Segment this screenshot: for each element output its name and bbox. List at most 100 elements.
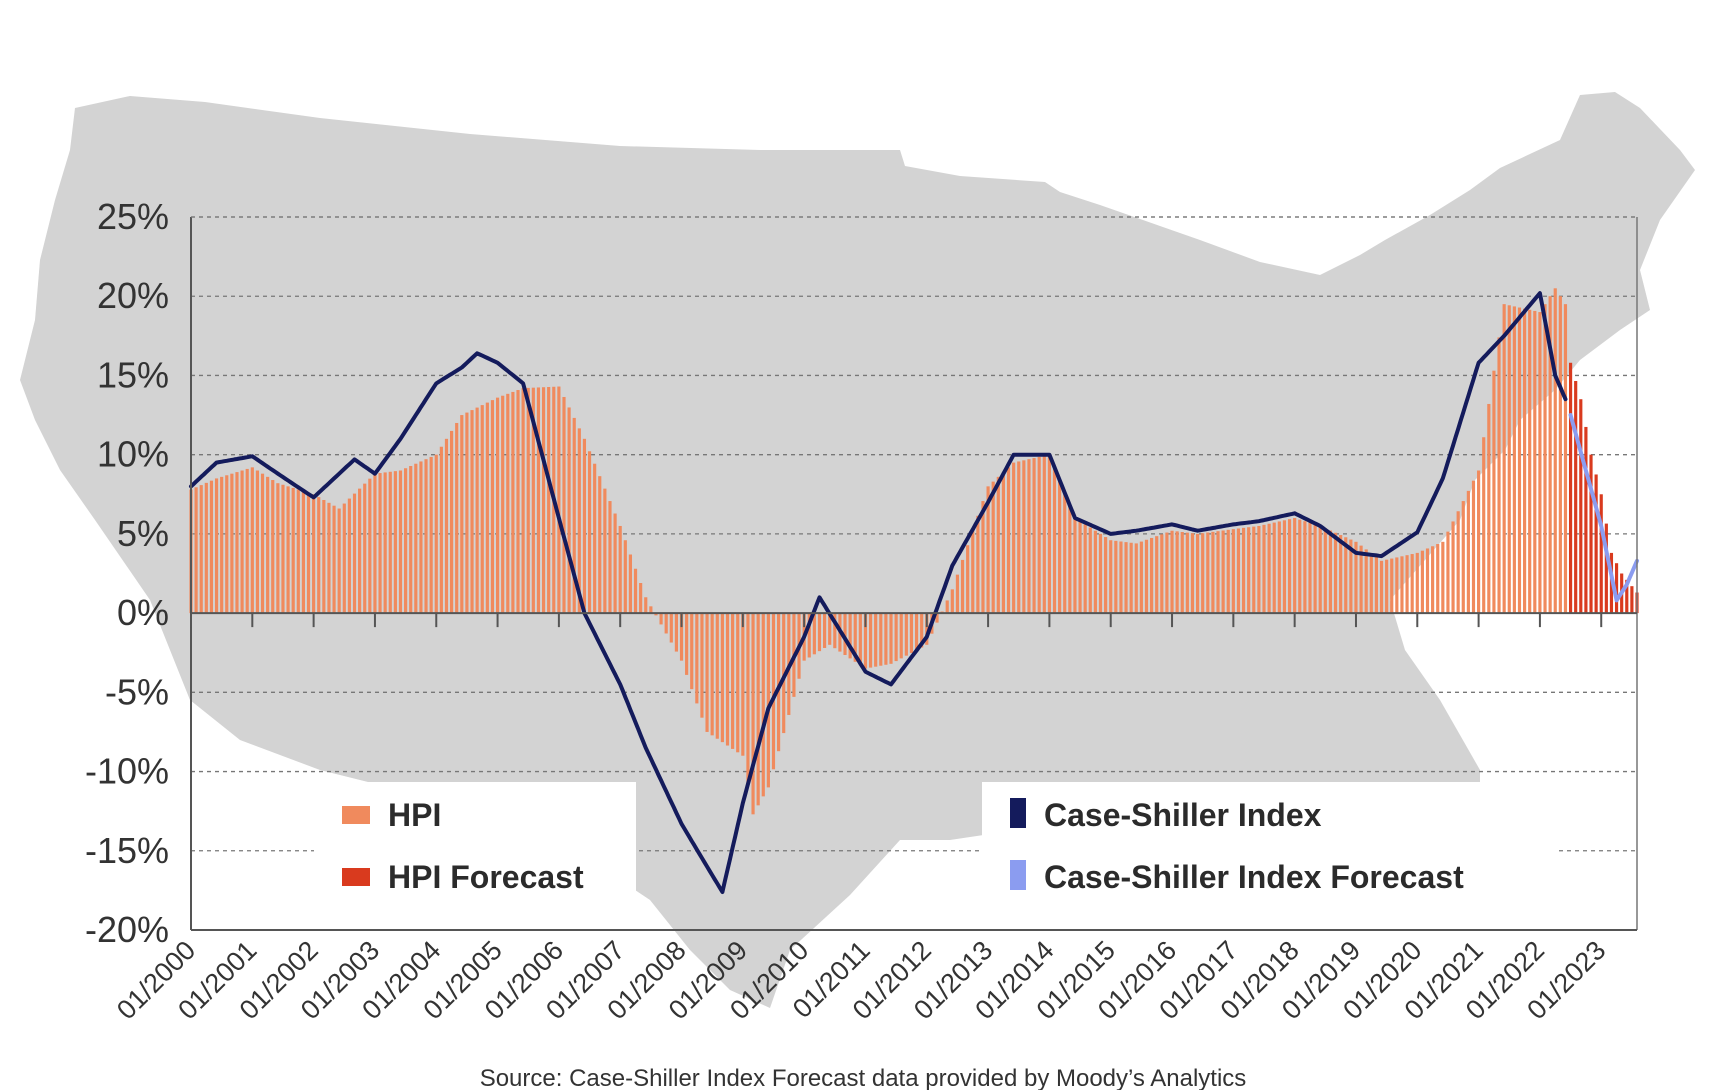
hpi-bar xyxy=(480,405,484,614)
hpi-forecast-bar xyxy=(1604,523,1608,614)
legend-swatch-hpi-forecast xyxy=(342,868,370,886)
hpi-bar xyxy=(1456,511,1460,614)
hpi-bar xyxy=(1119,541,1123,614)
hpi-bar xyxy=(1512,306,1516,614)
hpi-bar xyxy=(557,386,561,614)
hpi-bar xyxy=(1344,537,1348,614)
hpi-bar xyxy=(1446,531,1450,614)
hpi-bar xyxy=(1354,541,1358,614)
hpi-bar xyxy=(664,613,668,634)
hpi-bar xyxy=(1431,546,1435,614)
legend-label-hpi-forecast: HPI Forecast xyxy=(388,859,584,895)
legend-label-case-shiller-forecast: Case-Shiller Index Forecast xyxy=(1044,859,1464,895)
hpi-bar xyxy=(199,485,203,614)
hpi-bar xyxy=(1052,467,1057,614)
hpi-bar xyxy=(511,391,515,614)
hpi-bar xyxy=(1083,524,1087,614)
hpi-bar xyxy=(378,473,382,614)
hpi-bar xyxy=(1282,520,1287,614)
hpi-bar xyxy=(966,545,970,614)
hpi-bar xyxy=(593,463,597,614)
hpi-bar xyxy=(1195,533,1200,614)
hpi-bar xyxy=(884,613,888,665)
hpi-bar xyxy=(1308,522,1312,614)
hpi-bar xyxy=(1042,455,1046,614)
hpi-bar xyxy=(1262,524,1266,614)
hpi-bar xyxy=(536,387,541,614)
hpi-bar xyxy=(894,613,898,662)
hpi-bar xyxy=(1272,522,1276,614)
hpi-bar xyxy=(266,476,270,614)
hpi-bar xyxy=(756,613,760,806)
hpi-bar xyxy=(644,597,648,614)
hpi-bar xyxy=(1001,472,1006,614)
hpi-bar xyxy=(1466,490,1470,614)
hpi-bar xyxy=(1139,541,1143,614)
hpi-bar xyxy=(1451,521,1455,614)
hpi-bar xyxy=(1165,532,1169,614)
hpi-bar xyxy=(271,480,275,614)
hpi-bar xyxy=(1400,556,1404,614)
hpi-bar xyxy=(1441,541,1445,614)
hpi-bar xyxy=(1374,557,1378,614)
hpi-bar xyxy=(286,486,290,614)
hpi-bar xyxy=(986,486,990,614)
hpi-bar xyxy=(1190,533,1195,614)
hpi-bar xyxy=(853,613,857,662)
us-map-background xyxy=(20,92,1695,1008)
hpi-bar xyxy=(526,387,530,614)
hpi-bar xyxy=(1538,312,1542,614)
hpi-forecast-bar xyxy=(1599,494,1603,614)
y-tick-label: -10% xyxy=(85,751,169,792)
hpi-forecast-bar xyxy=(1630,586,1634,614)
hpi-bar xyxy=(920,613,924,648)
hpi-bar xyxy=(1543,304,1547,614)
hpi-bar xyxy=(531,387,535,614)
hpi-bar xyxy=(1339,535,1343,614)
hpi-bar xyxy=(1420,550,1424,614)
hpi-bar xyxy=(618,525,622,614)
hpi-bar xyxy=(1252,526,1256,614)
hpi-bar xyxy=(495,397,500,614)
hpi-bar xyxy=(1369,553,1373,614)
hpi-bar xyxy=(623,540,627,614)
hpi-bar xyxy=(904,613,908,656)
hpi-bar xyxy=(766,613,770,788)
hpi-bar xyxy=(725,613,730,746)
hpi-bar xyxy=(587,451,592,614)
hpi-bar xyxy=(291,487,295,614)
hpi-bar xyxy=(1563,304,1568,614)
hpi-bar xyxy=(312,494,316,614)
hpi-bar xyxy=(1098,533,1103,614)
hpi-bar xyxy=(914,613,919,651)
hpi-bar xyxy=(1216,531,1220,614)
hpi-bar xyxy=(1487,403,1491,614)
hpi-bar xyxy=(868,613,873,668)
hpi-bar xyxy=(1231,529,1235,614)
hpi-bar xyxy=(613,513,617,614)
hpi-bar xyxy=(1201,533,1205,614)
hpi-bar xyxy=(1333,532,1338,614)
hpi-bar xyxy=(945,600,949,614)
legend-label-hpi: HPI xyxy=(388,797,441,833)
hpi-bar xyxy=(909,613,914,653)
hpi-bar xyxy=(935,613,939,623)
hpi-bar xyxy=(659,613,663,625)
source-note: Source: Case-Shiller Index Forecast data… xyxy=(480,1065,1247,1090)
hpi-bar xyxy=(685,613,689,675)
hpi-bar xyxy=(1425,548,1430,614)
hpi-bar xyxy=(475,407,479,614)
hpi-forecast-bar xyxy=(1568,362,1573,614)
hpi-bar xyxy=(414,463,418,614)
hpi-bar xyxy=(976,515,980,614)
hpi-bar xyxy=(925,613,929,645)
case-shiller-forecast-line xyxy=(1568,413,1639,603)
hpi-bar xyxy=(455,422,459,614)
legend-swatch-case-shiller-forecast xyxy=(1010,860,1026,890)
hpi-bar xyxy=(404,468,408,614)
hpi-bar xyxy=(1129,542,1133,614)
hpi-bar xyxy=(710,613,714,736)
hpi-forecast-bar xyxy=(1579,399,1583,614)
hpi-forecast-bar xyxy=(1589,454,1593,614)
